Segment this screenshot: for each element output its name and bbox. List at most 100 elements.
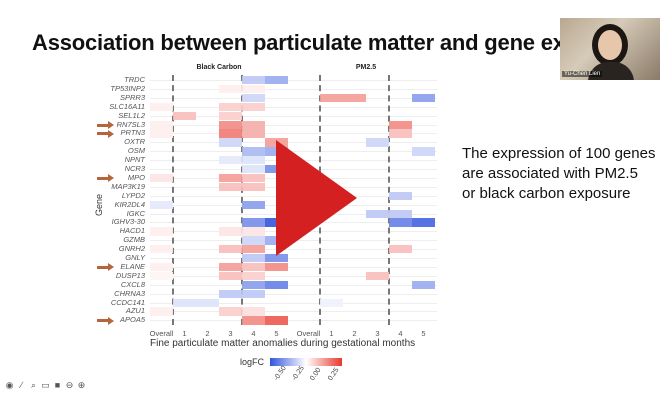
grid-line — [150, 266, 437, 268]
heatmap-cell — [219, 262, 242, 272]
gene-label: MAP3K19 — [111, 181, 145, 191]
heatmap-cell — [150, 200, 173, 209]
heatmap-cell — [412, 218, 435, 227]
participant-face — [598, 30, 622, 60]
gene-label: HACD1 — [119, 226, 145, 236]
legend-tick: -0.50 — [273, 364, 288, 383]
play-icon[interactable] — [276, 140, 357, 256]
heatmap-cell — [242, 200, 265, 209]
heatmap-cell — [219, 307, 242, 316]
gene-label: ELANE — [120, 261, 145, 271]
heatmap-cell — [242, 93, 265, 103]
legend-title: logFC — [240, 357, 265, 367]
heatmap-cell — [242, 129, 265, 138]
y-axis-label: Gene — [94, 193, 105, 217]
pen-icon[interactable]: ∕ — [20, 380, 23, 390]
heatmap-cell — [173, 111, 196, 120]
heatmap-cell — [265, 76, 288, 85]
heatmap-cell — [219, 156, 242, 165]
heatmap-cell — [219, 227, 242, 236]
heatmap-cell — [242, 289, 265, 298]
pointer-icon[interactable]: ◉ — [5, 380, 14, 390]
heatmap-cell — [219, 182, 242, 192]
grid-line — [150, 142, 437, 144]
grid-line — [150, 302, 437, 304]
minus-icon[interactable]: ⊖ — [65, 380, 74, 390]
heatmap-cell — [242, 227, 265, 236]
heatmap-cell — [150, 262, 173, 272]
heatmap-cell — [242, 307, 265, 316]
gene-label: IGKC — [126, 208, 145, 218]
heatmap-cell — [320, 298, 343, 307]
heatmap-cell — [389, 245, 412, 254]
heatmap-cell — [242, 316, 265, 325]
x-tick-label: 2 — [352, 329, 357, 338]
x-tick-label: 5 — [421, 329, 426, 338]
heatmap-cell — [219, 120, 242, 129]
heatmap-cell — [242, 156, 265, 165]
heatmap-cell — [219, 271, 242, 281]
heatmap-cell — [219, 102, 242, 112]
gene-label: TP53INP2 — [110, 83, 145, 93]
captions-icon[interactable]: ▭ — [41, 380, 50, 390]
facet-title: Black Carbon — [196, 64, 242, 71]
heatmap-cell — [242, 76, 265, 85]
gene-label: NCR3 — [124, 164, 145, 173]
heatmap-cell — [242, 102, 265, 112]
heatmap-cell — [389, 191, 412, 201]
heatmap-cell — [150, 245, 173, 254]
highlight-arrow-icon — [97, 129, 114, 138]
heatmap-cell — [150, 227, 173, 236]
heatmap-cell — [389, 120, 412, 129]
grid-line — [150, 311, 437, 313]
grid-line — [150, 293, 437, 295]
heatmap-cell — [219, 289, 242, 298]
gene-label: OXTR — [124, 137, 145, 147]
heatmap-cell — [242, 218, 265, 227]
heatmap-cell — [320, 93, 343, 103]
grid-line — [150, 124, 437, 126]
x-tick-label: 4 — [398, 329, 403, 338]
side-text-line: or black carbon exposure — [462, 185, 631, 202]
gene-label: SLC16A11 — [109, 101, 145, 111]
heatmap-cell — [219, 173, 242, 183]
heatmap-cell — [412, 147, 435, 156]
zoom-icon[interactable]: ⌕ — [30, 380, 37, 390]
gene-label: PRTN3 — [120, 128, 145, 138]
gene-label: KIR2DL4 — [114, 199, 145, 209]
x-tick-label: 4 — [251, 329, 256, 338]
heatmap-cell — [389, 209, 412, 218]
heatmap-cell — [242, 245, 265, 254]
month-divider — [388, 75, 390, 326]
slide-title: Association between particulate matter a… — [32, 30, 579, 55]
heatmap-cell — [242, 84, 265, 94]
side-text-line: The expression of 100 genes — [462, 145, 656, 162]
heatmap-cell — [150, 120, 173, 129]
heatmap-cell — [242, 120, 265, 129]
heatmap-cell — [265, 316, 288, 325]
legend-tick: -0.25 — [291, 364, 306, 383]
webcam-video[interactable]: Yu-Chen Lien — [560, 18, 660, 80]
grid-line — [150, 275, 437, 277]
legend-color-bar — [270, 358, 342, 366]
x-tick-label: 5 — [274, 329, 279, 338]
heatmap-cell — [150, 271, 173, 281]
gene-label: OSM — [127, 146, 145, 156]
heatmap-cell — [219, 138, 242, 147]
heatmap-cell — [412, 280, 435, 290]
grid-line — [150, 88, 437, 90]
gene-label: GNRH2 — [118, 244, 145, 254]
heatmap-cell — [265, 262, 288, 272]
grid-line — [150, 106, 437, 108]
gene-label: APOA5 — [119, 315, 145, 325]
plus-icon[interactable]: ⊕ — [77, 380, 86, 390]
heatmap-cell — [219, 111, 242, 120]
grid-line — [150, 151, 437, 153]
heatmap-cell — [366, 271, 389, 281]
gene-label: TRDC — [124, 75, 145, 84]
gene-label: CHRNA3 — [114, 288, 145, 298]
heatmap-cell — [242, 271, 265, 281]
gene-label: NPNT — [124, 155, 145, 165]
camera-icon[interactable]: ■ — [54, 380, 61, 390]
